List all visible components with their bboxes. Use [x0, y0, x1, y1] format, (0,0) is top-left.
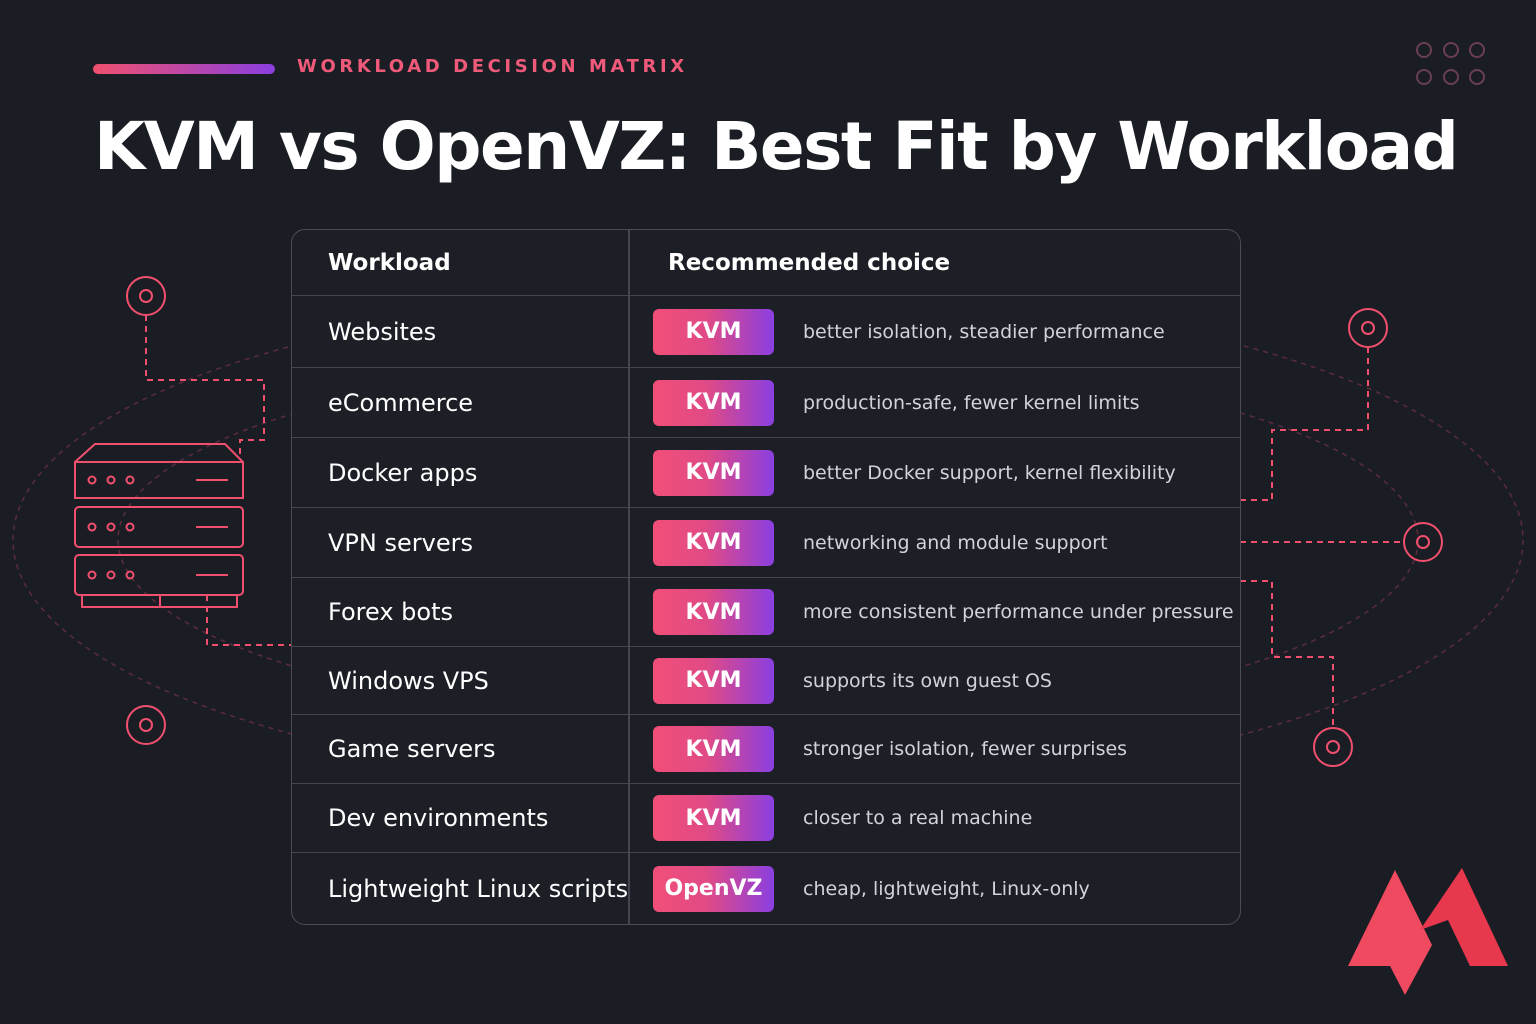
table-row: Docker apps KVM better Docker support, ker…	[292, 437, 1240, 507]
choice-badge: KVM	[653, 726, 774, 772]
reason: closer to a real machine	[803, 807, 1033, 829]
choice-badge: KVM	[653, 589, 774, 635]
table-row: Forex bots KVM more consistent performance…	[292, 577, 1240, 646]
column-header: Workload	[328, 249, 451, 276]
table-row: Windows VPS KVM supports its own guest OS	[292, 646, 1240, 714]
table-row: VPN servers KVM networking and module supp…	[292, 507, 1240, 577]
reason: production-safe, fewer kernel limits	[803, 391, 1140, 414]
eyebrow: WORKLOAD DECISION MATRIX	[297, 56, 688, 77]
reason: better Docker support, kernel flexibilit…	[803, 461, 1176, 484]
reason: networking and module support	[803, 531, 1108, 554]
reason: cheap, lightweight, Linux-only	[803, 877, 1090, 900]
column-header: Recommended choice	[668, 249, 951, 276]
choice-badge: KVM	[653, 379, 774, 426]
table-row: Websites KVM better isolation, steadier pe…	[292, 295, 1240, 367]
page-title: KVM vs OpenVZ: Best Fit by Workload	[94, 108, 1459, 185]
table-row: Dev environments KVM closer to a real mach…	[292, 783, 1240, 852]
workload: Websites	[328, 317, 437, 346]
workload: Lightweight Linux scripts	[328, 874, 629, 903]
table-row: eCommerce KVM production-safe, fewer kerne…	[292, 367, 1240, 437]
reason: more consistent performance under pressu…	[803, 601, 1234, 623]
choice-badge: KVM	[653, 449, 774, 496]
decision-table: Workload Recommended choice Websites KVM b…	[291, 229, 1241, 925]
table-row: Lightweight Linux scripts OpenVZ cheap, li…	[292, 852, 1240, 924]
choice-badge: KVM	[653, 519, 774, 566]
choice-badge: KVM	[653, 657, 774, 704]
header-row: Workload Recommended choice	[292, 230, 1240, 295]
reason: stronger isolation, fewer surprises	[803, 738, 1128, 760]
choice-badge: KVM	[653, 795, 774, 841]
choice-badge: KVM	[653, 308, 774, 355]
accent-bar	[93, 64, 275, 74]
workload: Game servers	[328, 735, 496, 763]
reason: better isolation, steadier performance	[803, 320, 1165, 343]
workload: Dev environments	[328, 804, 549, 832]
choice-badge: OpenVZ	[653, 865, 774, 912]
table-row: Game servers KVM stronger isolation, fewer…	[292, 714, 1240, 783]
workload: Forex bots	[328, 598, 453, 626]
workload: Windows VPS	[328, 666, 489, 695]
reason: supports its own guest OS	[803, 669, 1052, 692]
workload: Docker apps	[328, 458, 478, 487]
workload: eCommerce	[328, 388, 474, 417]
workload: VPN servers	[328, 528, 473, 557]
